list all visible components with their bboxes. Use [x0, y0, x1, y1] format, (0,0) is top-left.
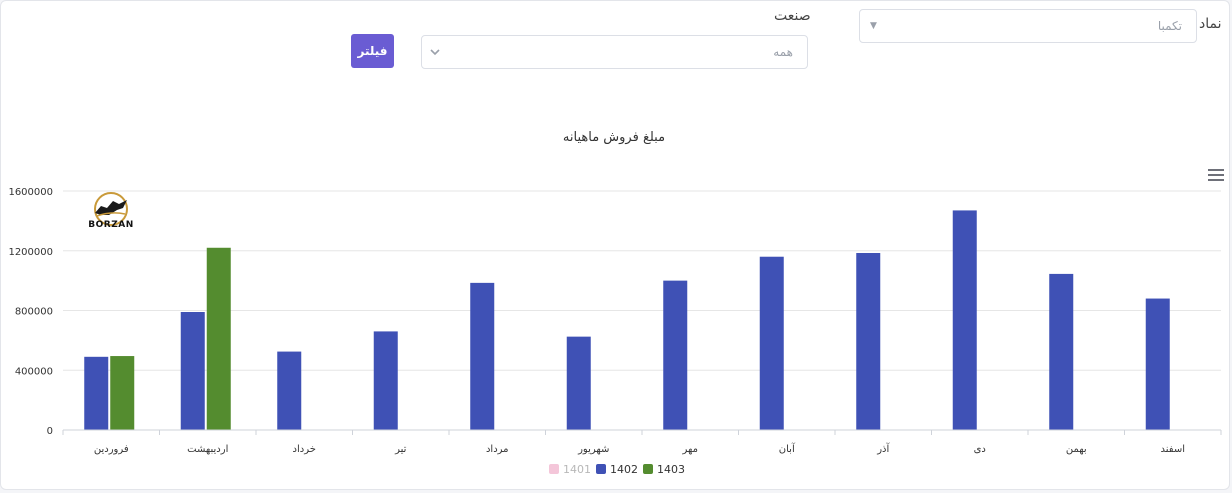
y-tick-label: 800000 [15, 307, 53, 318]
y-tick-label: 1600000 [8, 187, 53, 198]
symbol-select[interactable]: تکمبا ▼ [859, 9, 1197, 43]
bar-1402 [373, 331, 398, 430]
legend-label: 1403 [657, 463, 685, 476]
legend-item-1403[interactable]: 1403 [643, 463, 685, 476]
legend-marker [596, 464, 606, 474]
x-tick-label: اردیبهشت [187, 444, 228, 455]
bar-1402 [1145, 298, 1170, 430]
x-tick-label: خرداد [293, 444, 316, 455]
legend-label: 1402 [610, 463, 638, 476]
filter-button[interactable]: فیلتر [351, 34, 394, 68]
x-tick-label: اسفند [1161, 444, 1185, 455]
bar-1402 [84, 356, 109, 430]
bar-1402 [1049, 273, 1074, 430]
bar-1402 [566, 336, 591, 430]
y-tick-label: 0 [47, 426, 53, 437]
chevron-down-icon [430, 49, 440, 56]
chart-title: مبلغ فروش ماهیانه [563, 130, 665, 145]
bar-1402 [180, 311, 205, 430]
x-tick-label: بهمن [1066, 444, 1087, 455]
x-tick-label: فروردین [94, 444, 129, 455]
logo-text: BORZAN [88, 220, 134, 230]
legend-label: 1401 [563, 463, 591, 476]
symbol-select-value: تکمبا [1157, 19, 1182, 33]
industry-select[interactable]: همه [421, 35, 808, 69]
x-tick-label: دی [974, 444, 986, 455]
industry-select-value: همه [773, 45, 793, 59]
x-tick-label: مرداد [486, 444, 509, 455]
legend-marker [643, 464, 653, 474]
bar-1402 [759, 256, 784, 430]
bar-1402 [952, 210, 977, 430]
symbol-label: نماد [1199, 16, 1222, 32]
bar-1403 [206, 247, 231, 430]
bar-1402 [856, 252, 881, 430]
industry-label: صنعت [774, 8, 811, 24]
bar-1402 [277, 351, 302, 430]
caret-down-icon: ▼ [870, 21, 877, 31]
legend-item-1401[interactable]: 1401 [549, 463, 591, 476]
bar-1402 [663, 280, 688, 430]
y-tick-label: 1200000 [8, 247, 53, 258]
legend-marker [549, 464, 559, 474]
chart-menu-icon[interactable] [1208, 169, 1224, 181]
x-tick-label: مهر [682, 444, 698, 455]
x-tick-label: آبان [779, 442, 796, 455]
x-tick-label: تیر [394, 444, 407, 455]
y-tick-label: 400000 [15, 366, 53, 377]
bar-1403 [110, 356, 135, 430]
bar-1402 [470, 282, 495, 430]
legend-item-1402[interactable]: 1402 [596, 463, 638, 476]
x-tick-label: آذر [876, 442, 890, 455]
x-tick-label: شهریور [577, 444, 609, 455]
borzan-logo-icon [94, 192, 128, 226]
